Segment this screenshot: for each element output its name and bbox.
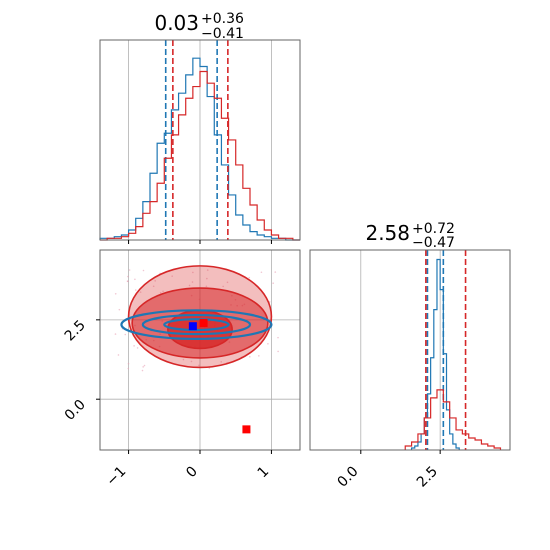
axes-frame [309,249,511,451]
sample-point [274,271,277,273]
sample-point [118,308,121,311]
histogram-series-group [404,250,502,450]
sample-point [277,336,279,339]
sample-point [141,369,144,372]
sample-point [248,276,251,279]
sample-point [133,345,135,347]
sample-point [159,291,162,294]
sample-point [162,290,164,293]
contour-level-line [120,309,273,340]
square-marker [199,319,208,328]
sample-point [222,285,224,288]
sample-point [206,269,209,271]
histogram-step-line [100,70,300,241]
sample-point [220,361,223,363]
sample-point [114,293,117,295]
histogram-step-line [404,389,502,450]
sample-point [143,364,146,367]
histogram-title-lower-error: −0.47 [412,235,455,251]
sample-point [272,282,274,285]
x-axis-ticks: 0.0 2.5 [335,450,441,491]
sample-point [258,355,260,357]
sample-point [267,342,269,345]
sample-point [192,271,194,274]
x-tick-label: 1 [255,464,273,482]
histogram-panel-top-left: 0.03 +0.36 −0.41 [99,11,301,244]
sample-point [139,291,142,293]
sample-point [277,350,279,353]
histogram-title-upper-error: +0.36 [201,11,244,27]
sample-point [198,364,200,367]
histogram-step-line [410,258,460,450]
x-tick-label: 2.5 [414,464,441,491]
histogram-series-group [99,40,300,241]
sample-point [126,280,129,282]
sample-point [190,360,193,363]
histogram-title-lower-error: −0.41 [201,26,244,42]
contour-panel-bottom-left: −1 0 1 0.0 2.5 [62,249,301,490]
sample-point [152,285,155,288]
x-tick-label: 0 [183,464,201,482]
marker-group [188,319,251,434]
y-tick-label: 2.5 [62,317,89,344]
x-tick-label: −1 [103,464,129,490]
sample-point [171,275,173,277]
x-axis-ticks [128,240,272,244]
sample-point [134,289,137,291]
histogram-step-line [99,57,300,241]
sample-point [127,275,129,278]
contour-level-line [141,313,252,336]
sample-point [117,354,120,356]
x-tick-label: 0.0 [335,464,362,491]
contour-group [114,265,279,372]
sample-point [142,366,145,368]
histogram-title-value: 0.03 [154,11,199,35]
square-marker [242,425,251,434]
sample-point [249,355,251,358]
sample-point [134,278,136,281]
sample-point [188,284,191,287]
square-marker [188,322,197,331]
sample-point [128,269,131,271]
sample-point [136,347,139,349]
sample-point [191,281,194,283]
sample-point [114,333,117,335]
sample-point [182,358,185,361]
sample-point [124,333,127,336]
histogram-panel-bottom-right: 2.58 +0.72 −0.47 0.0 2.5 [309,221,511,491]
sample-point [206,277,208,280]
y-tick-label: 0.0 [62,397,89,424]
sample-point [226,281,229,284]
histogram-title-value: 2.58 [365,221,410,245]
sample-point [205,285,208,288]
sample-point [260,271,263,274]
sample-point [127,367,130,370]
sample-point [127,362,130,365]
sample-point [154,280,156,282]
histogram-title-upper-error: +0.72 [412,221,455,237]
sample-point [142,269,145,272]
